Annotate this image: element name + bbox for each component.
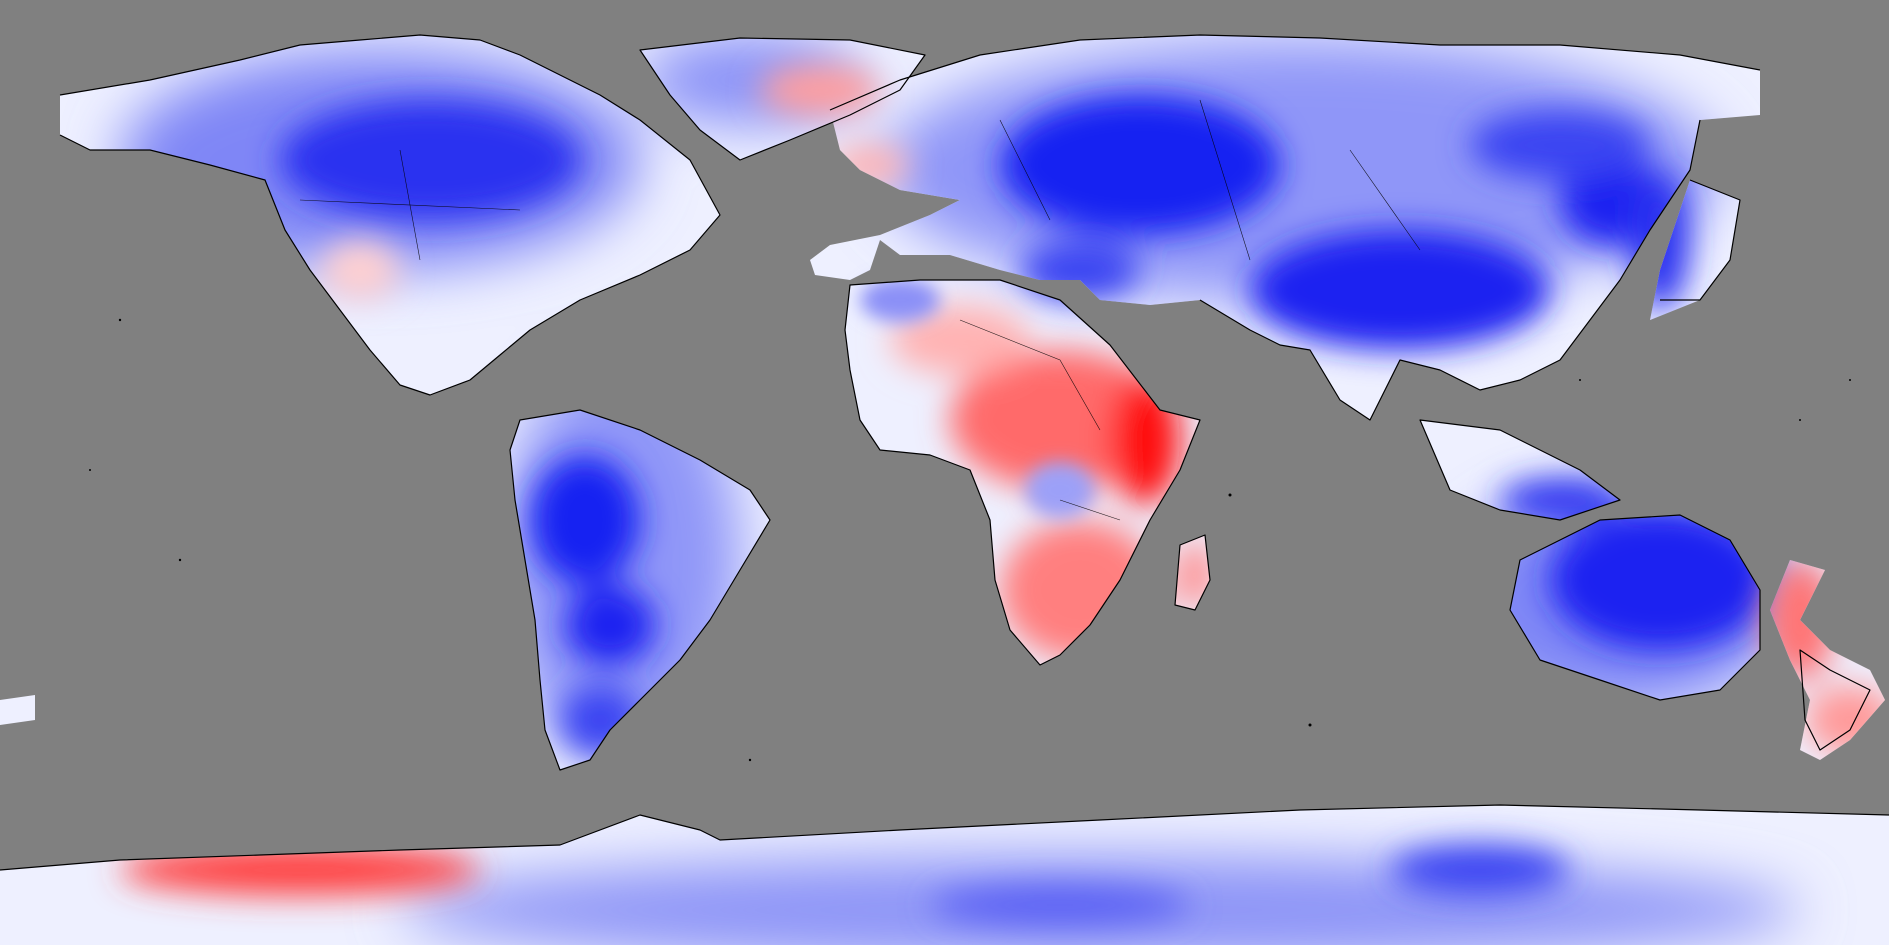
coastlines (0, 34, 1889, 871)
island-specks (89, 318, 1851, 762)
